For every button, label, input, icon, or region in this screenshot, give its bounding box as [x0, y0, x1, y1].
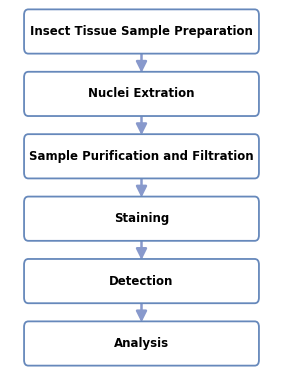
Text: Insect Tissue Sample Preparation: Insect Tissue Sample Preparation — [30, 25, 253, 38]
FancyBboxPatch shape — [24, 134, 259, 178]
FancyBboxPatch shape — [24, 72, 259, 116]
Text: Sample Purification and Filtration: Sample Purification and Filtration — [29, 150, 254, 163]
Text: Staining: Staining — [114, 212, 169, 225]
FancyBboxPatch shape — [24, 321, 259, 366]
FancyBboxPatch shape — [24, 259, 259, 303]
Text: Nuclei Extration: Nuclei Extration — [88, 87, 195, 100]
Text: Detection: Detection — [109, 274, 174, 288]
FancyBboxPatch shape — [24, 196, 259, 241]
Text: Analysis: Analysis — [114, 337, 169, 350]
FancyBboxPatch shape — [24, 9, 259, 54]
